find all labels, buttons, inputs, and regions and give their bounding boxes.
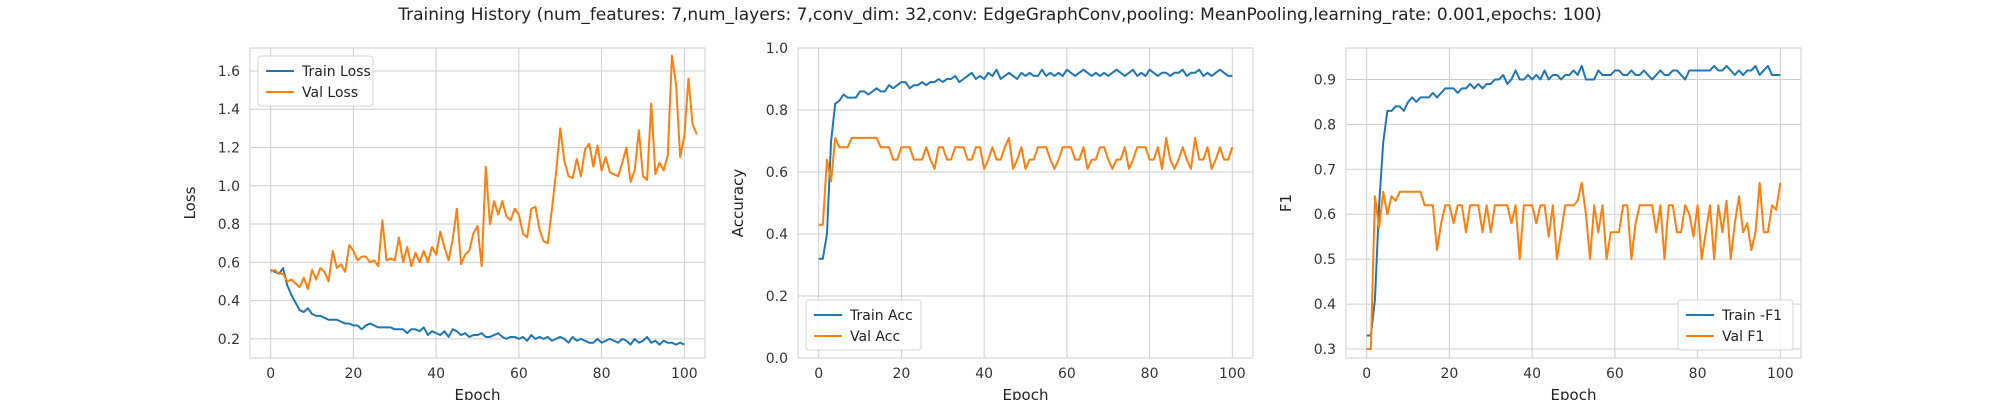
legend-label: Train -F1 [1721, 308, 1782, 324]
subplot-3: 0 20 40 60 80 100 0.3 0.4 0.5 0.6 0.7 0.8 0.9 Epoch F1… [1277, 47, 1802, 400]
x-tick-label: 80 [593, 366, 611, 382]
y-tick-label: 1.0 [218, 179, 240, 195]
x-axis-label: Epoch [1551, 386, 1597, 400]
y-tick-label: 0.2 [218, 332, 240, 348]
series-line-1 [818, 68, 1233, 260]
legend-frame [257, 55, 374, 107]
figure-suptitle: Training History (num_features: 7,num_la… [397, 5, 1602, 25]
legend-label: Val Acc [850, 329, 900, 345]
legend: Train Acc Val Acc [805, 299, 922, 351]
y-tick-label: 0.0 [766, 351, 788, 367]
x-tick-label: 100 [1767, 366, 1794, 382]
y-tick-label: 0.8 [766, 103, 788, 119]
x-tick-label: 0 [266, 366, 275, 382]
x-tick-label: 100 [1219, 366, 1246, 382]
y-tick-label: 0.9 [1314, 72, 1336, 88]
x-tick-label: 20 [344, 366, 362, 382]
x-tick-label: 20 [1440, 366, 1458, 382]
y-tick-label: 0.5 [1314, 252, 1336, 268]
y-tick-label: 1.0 [766, 41, 788, 57]
x-tick-label: 40 [1523, 366, 1541, 382]
series-line-2 [1366, 181, 1782, 351]
y-axis-label: Loss [181, 186, 199, 219]
x-tick-label: 40 [427, 366, 445, 382]
y-tick-label: 0.6 [766, 165, 788, 181]
x-tick-label: 40 [975, 366, 993, 382]
y-axis-label: Accuracy [729, 169, 747, 238]
y-tick-label: 0.4 [218, 294, 240, 310]
series-line-2 [270, 54, 698, 291]
subplots: 0 20 40 60 80 100 0.2 0.4 0.6 0.8 1.0 1.2 1.4 1.6 Epoc… [181, 41, 1802, 400]
legend-label: Train Loss [301, 64, 371, 80]
series-line-2 [818, 136, 1234, 226]
y-tick-label: 0.4 [1314, 297, 1336, 313]
legend-frame [805, 299, 922, 351]
x-tick-label: 0 [1362, 366, 1371, 382]
x-tick-label: 100 [671, 366, 698, 382]
y-tick-label: 0.8 [1314, 117, 1336, 133]
legend-label: Val F1 [1722, 329, 1764, 345]
x-tick-label: 20 [892, 366, 910, 382]
legend: Train Loss Val Loss [257, 55, 374, 107]
x-tick-label: 0 [814, 366, 823, 382]
y-tick-label: 1.2 [218, 141, 240, 157]
y-tick-label: 0.8 [218, 217, 240, 233]
y-tick-label: 0.7 [1314, 162, 1336, 178]
series-line-1 [270, 267, 685, 346]
y-tick-label: 1.6 [218, 64, 240, 80]
y-tick-label: 0.6 [1314, 207, 1336, 223]
subplot-1: 0 20 40 60 80 100 0.2 0.4 0.6 0.8 1.0 1.2 1.4 1.6 Epoc… [181, 47, 706, 400]
x-tick-label: 60 [510, 366, 528, 382]
x-axis-label: Epoch [455, 386, 501, 400]
legend-label: Train Acc [849, 308, 913, 324]
x-tick-label: 80 [1689, 366, 1707, 382]
y-tick-label: 0.2 [766, 289, 788, 305]
x-tick-label: 60 [1606, 366, 1624, 382]
x-axis-label: Epoch [1003, 386, 1049, 400]
x-tick-label: 80 [1141, 366, 1159, 382]
y-tick-label: 0.4 [766, 227, 788, 243]
x-tick-label: 60 [1058, 366, 1076, 382]
subplot-2: 0 20 40 60 80 100 0.0 0.2 0.4 0.6 0.8 1.0 Epoch Accur… [729, 41, 1254, 400]
legend-frame [1677, 299, 1794, 351]
y-axis-label: F1 [1277, 194, 1295, 212]
legend: Train -F1 Val F1 [1677, 299, 1794, 351]
y-tick-label: 0.6 [218, 255, 240, 271]
y-tick-label: 1.4 [218, 102, 240, 118]
series-line-1 [1366, 64, 1781, 337]
legend-label: Val Loss [302, 85, 358, 101]
y-tick-label: 0.3 [1314, 342, 1336, 358]
